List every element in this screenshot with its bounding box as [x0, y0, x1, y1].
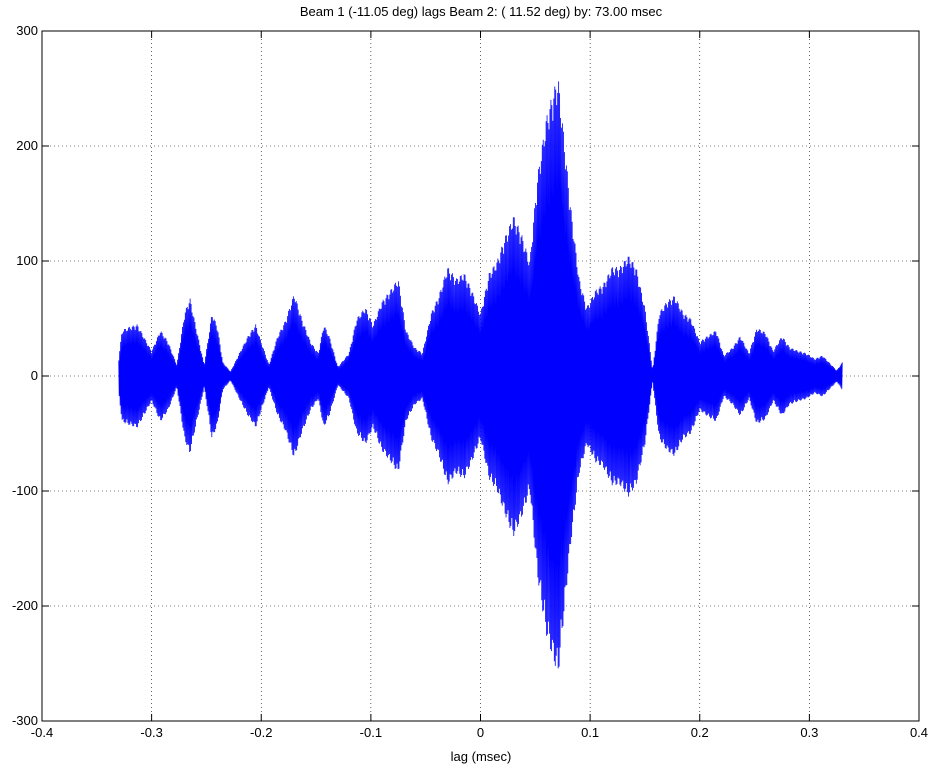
- x-tick-label: -0.3: [140, 725, 162, 740]
- x-axis-tick-labels: -0.4 -0.3 -0.2 -0.1 0 0.1 0.2 0.3 0.4: [31, 725, 928, 740]
- x-axis-label: lag (msec): [451, 749, 512, 764]
- chart-title: Beam 1 (-11.05 deg) lags Beam 2: ( 11.52…: [300, 4, 663, 19]
- series-line: [118, 81, 843, 669]
- axis-ticks: [41, 30, 920, 722]
- x-tick-label: 0: [477, 725, 484, 740]
- x-tick-label: -0.1: [360, 725, 382, 740]
- x-tick-label: 0.4: [910, 725, 928, 740]
- y-tick-label: 300: [16, 23, 38, 38]
- x-tick-label: 0.1: [581, 725, 599, 740]
- y-tick-label: 100: [16, 253, 38, 268]
- x-tick-label: -0.4: [31, 725, 53, 740]
- y-tick-label: -200: [12, 598, 38, 613]
- x-tick-label: -0.2: [250, 725, 272, 740]
- data-series: [118, 81, 843, 669]
- y-tick-label: -300: [12, 713, 38, 728]
- y-axis-tick-labels: -300 -200 -100 0 100 200 300: [12, 23, 38, 728]
- x-tick-label: 0.3: [800, 725, 818, 740]
- x-tick-label: 0.2: [691, 725, 709, 740]
- y-tick-label: 0: [31, 368, 38, 383]
- y-tick-label: -100: [12, 483, 38, 498]
- y-tick-label: 200: [16, 138, 38, 153]
